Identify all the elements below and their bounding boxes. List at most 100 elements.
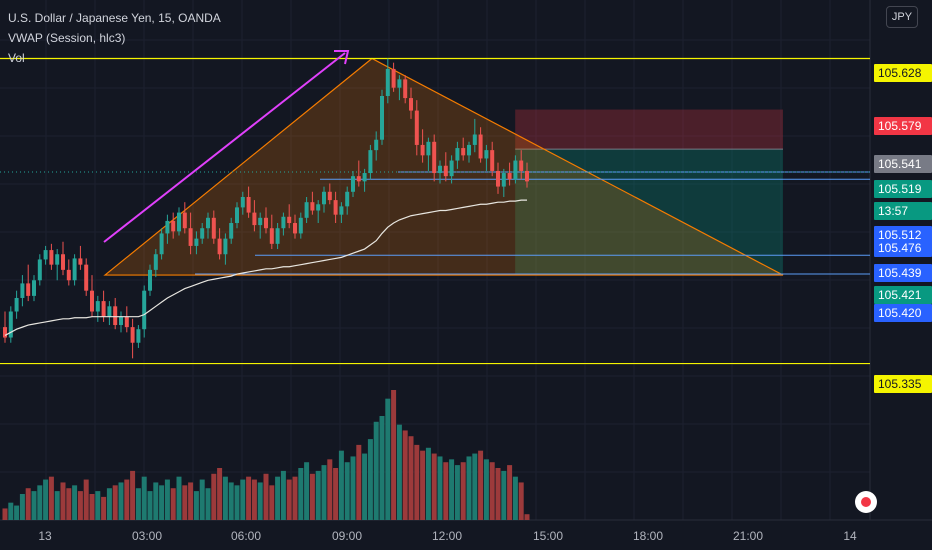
record-icon[interactable] <box>855 491 877 513</box>
candle-body <box>409 98 413 111</box>
candle-body <box>287 216 292 224</box>
candle-body <box>426 141 431 156</box>
candle-body <box>136 329 141 343</box>
volume-bar <box>478 450 484 520</box>
volume-bar <box>443 462 449 520</box>
volume-bar <box>321 465 327 520</box>
volume-bar <box>188 482 194 520</box>
volume-bar <box>327 459 333 520</box>
candle-body <box>194 238 199 246</box>
candle-body <box>177 212 181 232</box>
candle-body <box>223 238 228 255</box>
volume-bar <box>431 453 437 520</box>
volume-bar <box>350 456 356 520</box>
candle-body <box>339 206 344 215</box>
volume-bar <box>251 479 257 520</box>
volume-bar <box>483 459 489 520</box>
candle-body <box>345 191 350 207</box>
candle-body <box>72 258 77 281</box>
volume-bar <box>211 473 217 520</box>
candle-body <box>3 327 7 338</box>
chart-legend: U.S. Dollar / Japanese Yen, 15, OANDA VW… <box>8 8 221 68</box>
vwap-line <box>4 199 527 336</box>
candle-body <box>171 220 176 232</box>
volume-bar <box>338 450 344 520</box>
candle-body <box>507 173 512 180</box>
volume-indicator-label[interactable]: Vol <box>8 51 25 65</box>
candle-body <box>351 176 355 192</box>
candle-body <box>449 160 454 177</box>
candle-body <box>333 200 338 215</box>
volume-bar <box>130 470 136 520</box>
candle-body <box>362 173 367 182</box>
candle-body <box>20 283 25 298</box>
candle-body <box>49 250 54 265</box>
volume-bar <box>257 482 263 520</box>
candle-body <box>148 269 152 291</box>
time-tick-label: 21:00 <box>733 529 763 543</box>
candle-body <box>211 217 216 239</box>
candle-body <box>443 165 448 177</box>
volume-bar <box>391 390 397 520</box>
candle-body <box>484 150 489 159</box>
candle-body <box>182 212 187 229</box>
time-tick-label: 15:00 <box>533 529 563 543</box>
volume-bar <box>472 453 478 520</box>
candle-body <box>55 254 60 265</box>
price-label-tag <box>874 264 932 282</box>
vwap-indicator-label[interactable]: VWAP (Session, hlc3) <box>8 31 126 45</box>
candle-body <box>26 283 31 296</box>
candle-body <box>281 216 286 229</box>
volume-bar <box>501 470 507 520</box>
candle-body <box>107 306 112 317</box>
candle-body <box>455 148 460 161</box>
candle-body <box>95 301 100 312</box>
volume-bar <box>275 476 281 520</box>
volume-bar <box>60 482 66 520</box>
stop-loss-zone <box>515 109 783 150</box>
volume-bar <box>112 485 118 520</box>
currency-badge[interactable]: JPY <box>886 6 918 28</box>
candle-body <box>293 223 297 234</box>
volume-bar <box>66 488 72 520</box>
candle-body <box>240 196 245 208</box>
volume-bar <box>217 468 223 520</box>
price-label-tag <box>874 239 932 257</box>
symbol-title[interactable]: U.S. Dollar / Japanese Yen, 15, OANDA <box>8 11 221 25</box>
volume-bar <box>77 491 83 520</box>
candle-body <box>391 68 396 88</box>
price-label-tag <box>874 180 932 198</box>
candle-body <box>478 134 483 159</box>
price-label: 105.541 <box>878 157 922 171</box>
candle-body <box>130 327 135 343</box>
candle-body <box>188 228 193 246</box>
volume-bar <box>263 473 269 520</box>
volume-bar <box>54 491 60 520</box>
candle-body <box>14 297 19 312</box>
price-label: 105.420 <box>878 306 922 320</box>
candle-body <box>246 196 251 213</box>
candle-body <box>66 269 71 281</box>
time-tick-label: 14 <box>843 529 857 543</box>
candle-body <box>397 79 402 88</box>
candle-body <box>496 170 500 187</box>
trend-arrow <box>103 52 346 243</box>
volume-bar <box>333 468 339 520</box>
volume-bar <box>159 485 165 520</box>
volume-bar <box>367 439 373 520</box>
candle-body <box>119 316 123 326</box>
volume-bar <box>164 479 170 520</box>
volume-bar <box>240 479 246 520</box>
volume-bar <box>292 476 298 520</box>
trend-arrow-head <box>334 50 350 65</box>
volume-bar <box>135 488 141 520</box>
volume-bar <box>25 488 31 520</box>
volume-bar <box>454 465 460 520</box>
volume-bar <box>315 470 321 520</box>
candle-body <box>200 228 205 239</box>
volume-bar <box>31 491 37 520</box>
candle-body <box>461 148 466 156</box>
candle-body <box>438 165 442 174</box>
time-tick-label: 12:00 <box>432 529 462 543</box>
